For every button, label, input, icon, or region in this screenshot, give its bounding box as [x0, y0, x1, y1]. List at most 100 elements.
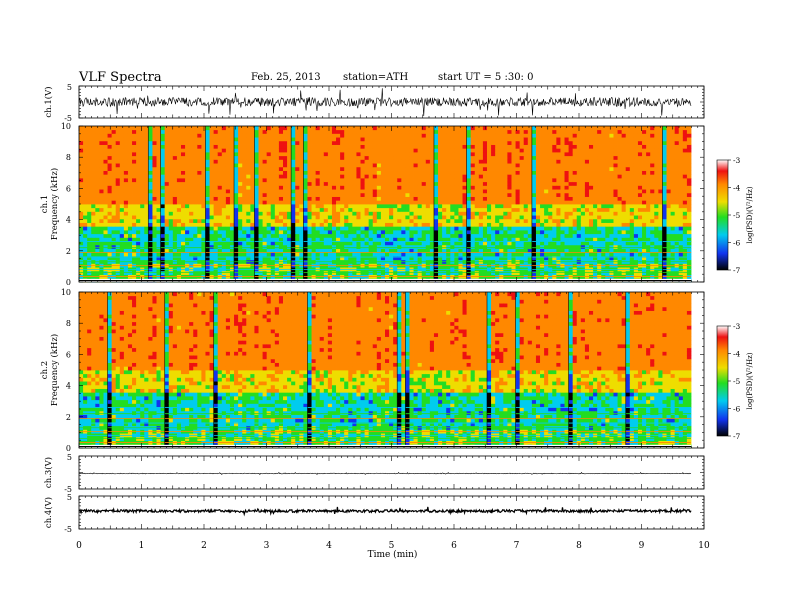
spectrogram-cell [278, 244, 284, 249]
spectrogram-cell [99, 189, 104, 194]
spectrogram-cell [531, 211, 537, 216]
spectrogram-cell [425, 166, 431, 171]
spectrogram-cell [287, 252, 292, 257]
spectrogram-cell [197, 196, 202, 201]
spectrogram-cell [352, 178, 357, 183]
spectrogram-cell [458, 133, 463, 138]
spectrogram-cell [491, 129, 496, 134]
spectrogram-cell [234, 215, 239, 220]
spectrogram-cell [262, 140, 268, 145]
spectrogram-cell [107, 178, 113, 183]
spectrogram-cell [258, 200, 263, 205]
spectrogram-cell [115, 233, 121, 238]
spectrogram-cell [482, 241, 488, 246]
spectrogram-cell [148, 133, 153, 138]
spectrogram-cell [544, 241, 549, 246]
spectrogram-cell [331, 230, 337, 235]
spectrogram-cell [344, 204, 349, 209]
spectrogram-cell [221, 166, 227, 171]
spectrogram-cell [474, 159, 480, 164]
spectrogram-cell [246, 200, 251, 205]
spectrogram-cell [540, 200, 545, 205]
spectrogram-cell [397, 181, 402, 186]
spectrogram-cell [229, 241, 235, 246]
spectrogram-cell [405, 248, 410, 253]
spectrogram-cell [376, 133, 382, 138]
spectrogram-cell [164, 148, 170, 153]
spectrogram-cell [91, 204, 96, 209]
spectrogram-cell [172, 155, 178, 160]
spectrogram-cell [340, 241, 345, 246]
spectrogram-cell [462, 163, 467, 168]
spectrogram-cell [140, 178, 145, 183]
spectrogram-cell [213, 222, 219, 227]
spectrogram-cell [119, 155, 125, 160]
spectrogram-cell [266, 237, 272, 242]
spectrogram-cell [205, 230, 210, 235]
spectrogram-cell [417, 144, 423, 149]
spectrogram-cell [168, 226, 174, 231]
spectrogram-cell [111, 174, 117, 179]
spectrogram-cell [385, 237, 390, 242]
spectrogram-cell [356, 174, 361, 179]
spectrogram-cell [107, 152, 113, 157]
spectrogram-cell [99, 211, 104, 216]
spectrogram-cell [376, 140, 382, 145]
spectrogram-cell [348, 174, 353, 179]
spectrogram-cell [340, 237, 345, 242]
spectrogram-cell [311, 137, 317, 142]
spectrogram-cell [181, 178, 186, 183]
spectrogram-cell [450, 222, 455, 227]
spectrogram-cell [315, 204, 321, 209]
spectrogram-cell [287, 211, 292, 216]
spectrogram-cell [111, 233, 117, 238]
spectrogram-cell [83, 170, 88, 175]
spectrogram-cell [234, 155, 239, 160]
spectrogram-cell [364, 126, 370, 131]
spectrogram-cell [531, 241, 537, 246]
spectrogram-cell [83, 256, 88, 261]
spectrogram-cell [295, 170, 300, 175]
spectrogram-cell [323, 129, 329, 134]
spectrogram-cell [352, 155, 357, 160]
spectrogram-cell [523, 189, 529, 194]
spectrogram-cell [168, 181, 174, 186]
spectrogram-cell [409, 178, 414, 183]
spectrogram-cell [148, 244, 153, 249]
spectrogram-cell [185, 181, 190, 186]
spectrogram-cell [144, 237, 149, 242]
spectrogram-cell [552, 159, 557, 164]
spectrogram-cell [274, 244, 280, 249]
spectrogram-cell [344, 178, 349, 183]
spectrogram-cell [181, 129, 186, 134]
spectrogram-cell [535, 252, 541, 257]
spectrogram-cell [491, 181, 496, 186]
spectrogram-cell [209, 144, 215, 149]
spectrogram-cell [470, 200, 476, 205]
spectrogram-cell [278, 129, 284, 134]
spectrogram-cell [531, 155, 537, 160]
spectrogram-cell [311, 170, 317, 175]
spectrogram-cell [385, 256, 390, 261]
spectrogram-cell [160, 241, 166, 246]
spectrogram-cell [127, 137, 133, 142]
spectrogram-cell [103, 207, 108, 212]
spectrogram-cell [274, 218, 280, 223]
spectrogram-cell [405, 218, 410, 223]
spectrogram-cell [144, 230, 149, 235]
spectrogram-cell [95, 230, 100, 235]
spectrogram-cell [299, 248, 304, 253]
spectrogram-cell [246, 148, 251, 153]
spectrogram-cell [234, 166, 239, 171]
spectrogram-cell [168, 222, 174, 227]
spectrogram-cell [323, 252, 329, 257]
spectrogram-cell [168, 233, 174, 238]
spectrogram-cell [197, 200, 202, 205]
spectrogram-cell [225, 185, 231, 190]
spectrogram-cell [364, 148, 370, 153]
spectrogram-cell [376, 207, 382, 212]
spectrogram-cell [185, 178, 190, 183]
spectrogram-cell [140, 166, 145, 171]
spectrogram-cell [287, 148, 292, 153]
spectrogram-cell [540, 166, 545, 171]
